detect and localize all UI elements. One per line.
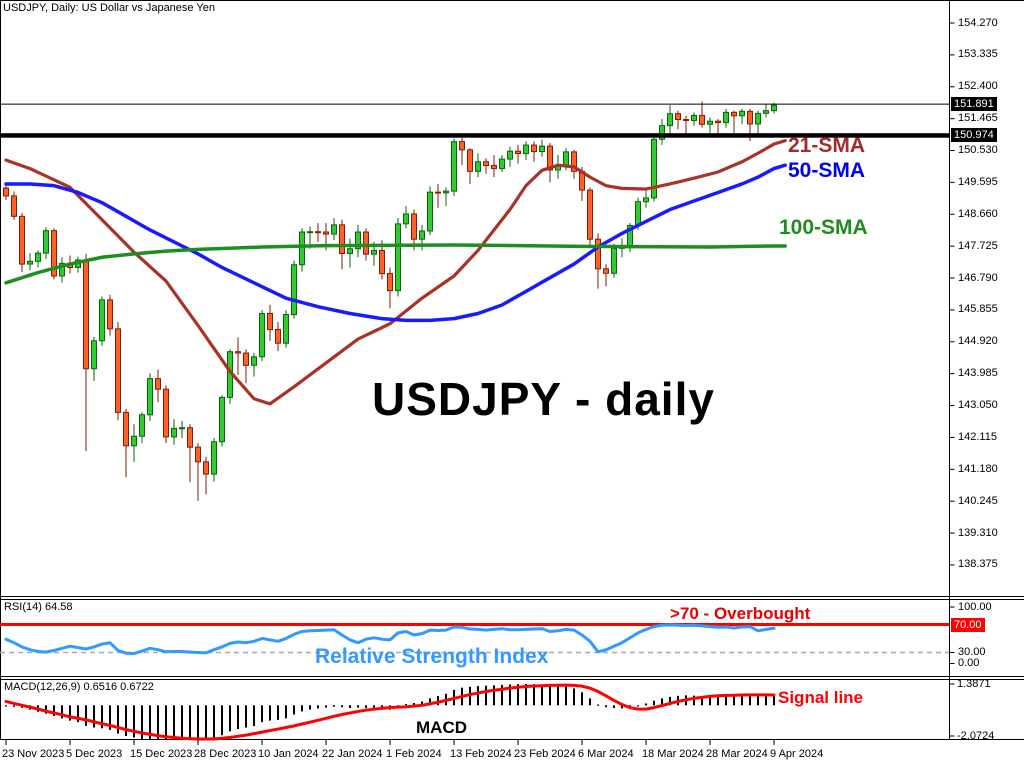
price-tick-label: 145.855 <box>958 303 998 316</box>
price-tick-label: 142.115 <box>958 430 997 443</box>
date-tick-label: 23 Feb 2024 <box>514 748 576 760</box>
sma100-line <box>4 243 787 285</box>
price-tick-label: 149.595 <box>958 175 998 188</box>
date-tick-label: 15 Dec 2023 <box>130 748 193 760</box>
date-tick-label: 18 Mar 2024 <box>642 748 704 760</box>
price-tick-label: 147.725 <box>958 239 998 252</box>
date-tick-label: 9 Apr 2024 <box>770 748 824 760</box>
rsi-indicator-title: RSI(14) 64.58 <box>4 601 73 613</box>
macd-indicator-title: MACD(12,26,9) 0.6516 0.6722 <box>4 681 154 693</box>
sma21-line <box>4 139 787 406</box>
date-tick-label: 10 Jan 2024 <box>258 748 319 760</box>
date-tick-label: 28 Dec 2023 <box>194 748 257 760</box>
date-tick-label: 1 Feb 2024 <box>386 748 442 760</box>
date-tick-label: 22 Jan 2024 <box>322 748 383 760</box>
price-tick-label: 152.400 <box>958 80 998 93</box>
macd-layer <box>4 683 776 741</box>
rsi-tick-label: 100.00 <box>958 600 992 613</box>
price-tick-label: 140.245 <box>958 494 998 507</box>
date-tick-label: 5 Dec 2023 <box>66 748 123 760</box>
date-tick-label: 6 Mar 2024 <box>578 748 634 760</box>
sma100-label: 100-SMA <box>779 216 868 239</box>
price-tick-label: 144.920 <box>958 335 998 348</box>
price-tick-label: 138.375 <box>958 558 998 571</box>
resistance-price-box: 150.974 <box>951 128 997 143</box>
price-tick-label: 150.530 <box>958 144 998 157</box>
axis-ticks <box>5 22 955 745</box>
bid-price-box: 151.891 <box>951 97 997 112</box>
macd-tick-label: 1.3871 <box>957 677 991 690</box>
price-tick-label: 146.790 <box>958 271 998 284</box>
rsi-70-level-box: 70.00 <box>951 618 985 632</box>
signal-line-annotation: Signal line <box>778 688 864 707</box>
panel-frames <box>0 0 1024 740</box>
macd-tick-label: -2.0724 <box>957 729 995 742</box>
price-tick-label: 143.985 <box>958 367 998 380</box>
price-tick-label: 151.465 <box>958 112 998 125</box>
date-tick-label: 13 Feb 2024 <box>450 748 512 760</box>
sma50-label: 50-SMA <box>788 159 866 182</box>
rsi-name-annotation: Relative Strength Index <box>315 645 549 668</box>
price-tick-label: 148.660 <box>958 207 998 220</box>
rsi-tick-label: 0.00 <box>958 657 980 669</box>
rsi-layer <box>0 623 949 656</box>
price-tick-label: 139.310 <box>958 526 998 539</box>
overbought-annotation: >70 - Overbought <box>670 604 811 623</box>
watermark-text: USDJPY - daily <box>372 373 715 425</box>
chart-title: USDJPY, Daily: US Dollar vs Japanese Yen <box>3 2 215 14</box>
level-lines <box>0 103 949 138</box>
price-tick-label: 153.335 <box>958 48 998 61</box>
date-tick-label: 23 Nov 2023 <box>2 748 65 760</box>
price-tick-label: 143.050 <box>958 399 998 412</box>
sma21-label: 21-SMA <box>788 134 866 157</box>
price-tick-label: 154.270 <box>958 16 998 29</box>
sma50-line <box>4 163 787 323</box>
price-tick-label: 141.180 <box>958 462 998 475</box>
macd-name-annotation: MACD <box>416 718 467 737</box>
date-tick-label: 28 Mar 2024 <box>706 748 768 760</box>
candles-layer <box>3 101 777 502</box>
rsi-tick-label: 30.00 <box>958 646 986 658</box>
